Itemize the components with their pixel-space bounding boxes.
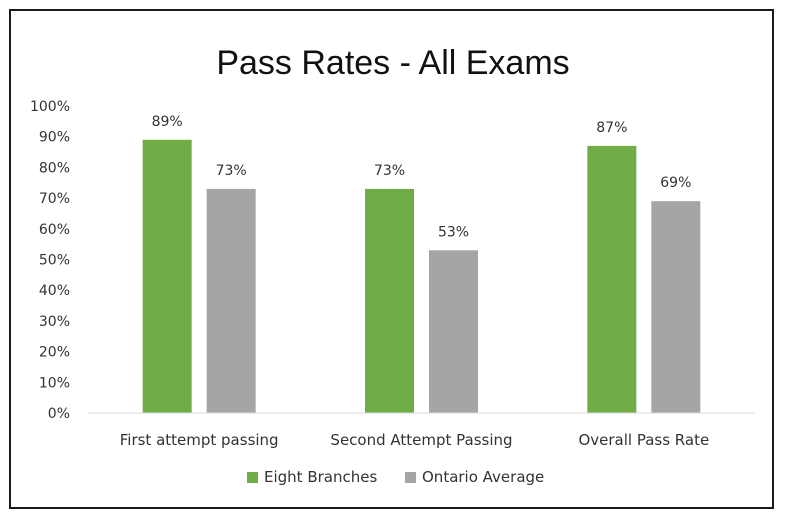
y-axis: 0% 10% 20% 30% 40% 50% 60% 70% 80% 90% 100% bbox=[30, 99, 70, 422]
bar-ontario-average bbox=[651, 201, 701, 413]
bar-eight-branches bbox=[587, 145, 637, 413]
legend-swatch bbox=[405, 472, 416, 483]
y-tick-label: 90% bbox=[39, 130, 70, 146]
data-label: 69% bbox=[660, 175, 691, 191]
x-category-label: Second Attempt Passing bbox=[330, 431, 512, 449]
y-tick-label: 0% bbox=[48, 406, 70, 422]
x-category-label: First attempt passing bbox=[120, 431, 279, 449]
bar-eight-branches bbox=[142, 139, 192, 413]
y-tick-label: 50% bbox=[39, 253, 70, 269]
bar-ontario-average bbox=[429, 250, 478, 413]
data-label: 73% bbox=[216, 163, 247, 179]
y-tick-label: 70% bbox=[39, 191, 70, 207]
data-label: 87% bbox=[596, 120, 627, 136]
data-label: 53% bbox=[438, 224, 469, 240]
data-label: 89% bbox=[152, 114, 183, 130]
bar-ontario-average bbox=[206, 188, 256, 413]
x-category-label: Overall Pass Rate bbox=[578, 431, 709, 449]
y-tick-label: 40% bbox=[39, 283, 70, 299]
bars bbox=[142, 139, 701, 413]
y-tick-label: 20% bbox=[39, 345, 70, 361]
chart-title: Pass Rates - All Exams bbox=[216, 44, 569, 82]
y-tick-label: 80% bbox=[39, 160, 70, 176]
y-tick-label: 30% bbox=[39, 314, 70, 330]
y-tick-label: 10% bbox=[39, 375, 70, 391]
data-label: 73% bbox=[374, 163, 405, 179]
legend-swatch bbox=[247, 472, 258, 483]
x-axis: First attempt passing Second Attempt Pass… bbox=[120, 431, 709, 449]
data-labels: 89% 73% 73% 53% 87% 69% bbox=[152, 114, 692, 241]
y-tick-label: 100% bbox=[30, 99, 70, 115]
legend-label: Ontario Average bbox=[422, 468, 544, 486]
bar-eight-branches bbox=[365, 188, 414, 413]
legend: Eight Branches Ontario Average bbox=[247, 468, 544, 486]
y-tick-label: 60% bbox=[39, 222, 70, 238]
legend-label: Eight Branches bbox=[264, 468, 377, 486]
